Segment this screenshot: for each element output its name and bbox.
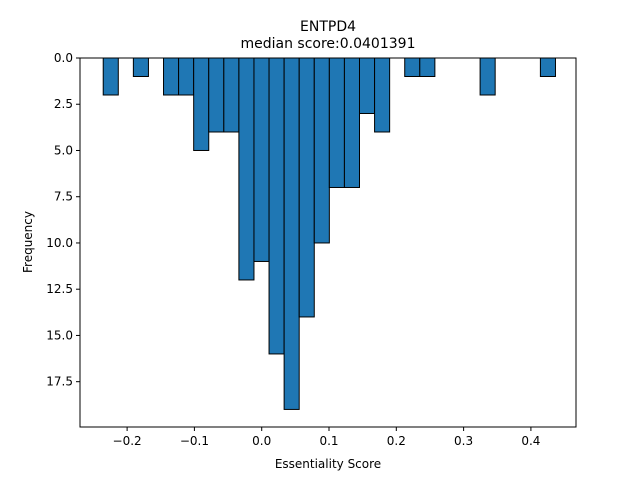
histogram-bar bbox=[404, 57, 421, 77]
histogram-bar bbox=[328, 57, 345, 188]
histogram-bar bbox=[238, 57, 255, 281]
x-tick-label: −0.1 bbox=[180, 434, 209, 448]
histogram-bar bbox=[253, 57, 270, 262]
histogram-bar bbox=[374, 57, 391, 133]
chart-subtitle: median score:0.0401391 bbox=[241, 36, 416, 52]
x-tick-label: 0.3 bbox=[454, 434, 473, 448]
y-tick-label: 0.0 bbox=[54, 51, 73, 65]
y-tick-label: 2.5 bbox=[54, 97, 73, 111]
y-tick-label: 17.5 bbox=[46, 375, 73, 389]
histogram-bar bbox=[268, 57, 285, 355]
x-axis-label: Essentiality Score bbox=[275, 457, 381, 471]
y-tick-label: 5.0 bbox=[54, 143, 73, 157]
histogram-bar bbox=[479, 57, 496, 96]
x-axis-ticks: −0.2 −0.1 0.0 0.1 0.2 0.3 0.4 bbox=[113, 427, 540, 448]
y-tick-label: 15.0 bbox=[46, 328, 73, 342]
x-tick-label: −0.2 bbox=[113, 434, 142, 448]
histogram-bar bbox=[283, 57, 300, 410]
x-tick-label: 0.4 bbox=[521, 434, 540, 448]
histogram-bar bbox=[343, 57, 360, 188]
histogram-bar bbox=[208, 57, 225, 133]
histogram-bar bbox=[313, 57, 330, 244]
histogram-bar bbox=[298, 57, 315, 318]
histogram-bar bbox=[419, 57, 436, 77]
y-axis-label: Frequency bbox=[21, 211, 35, 273]
y-tick-label: 12.5 bbox=[46, 282, 73, 296]
chart-title: ENTPD4 bbox=[300, 19, 356, 35]
y-axis-ticks: 0.0 2.5 5.0 7.5 10.0 12.5 15.0 17.5 bbox=[46, 51, 80, 389]
y-tick-label: 10.0 bbox=[46, 236, 73, 250]
histogram-bar bbox=[178, 57, 195, 96]
x-tick-label: 0.0 bbox=[252, 434, 271, 448]
histogram-bars bbox=[102, 57, 556, 410]
histogram-bar bbox=[102, 57, 119, 96]
x-tick-label: 0.2 bbox=[387, 434, 406, 448]
histogram-bar bbox=[193, 57, 210, 151]
x-tick-label: 0.1 bbox=[319, 434, 338, 448]
y-tick-label: 7.5 bbox=[54, 190, 73, 204]
histogram-bar bbox=[539, 57, 556, 77]
histogram-bar bbox=[132, 57, 149, 77]
histogram-bar bbox=[163, 57, 180, 96]
histogram-bar bbox=[358, 57, 376, 114]
histogram-bar bbox=[223, 57, 240, 133]
